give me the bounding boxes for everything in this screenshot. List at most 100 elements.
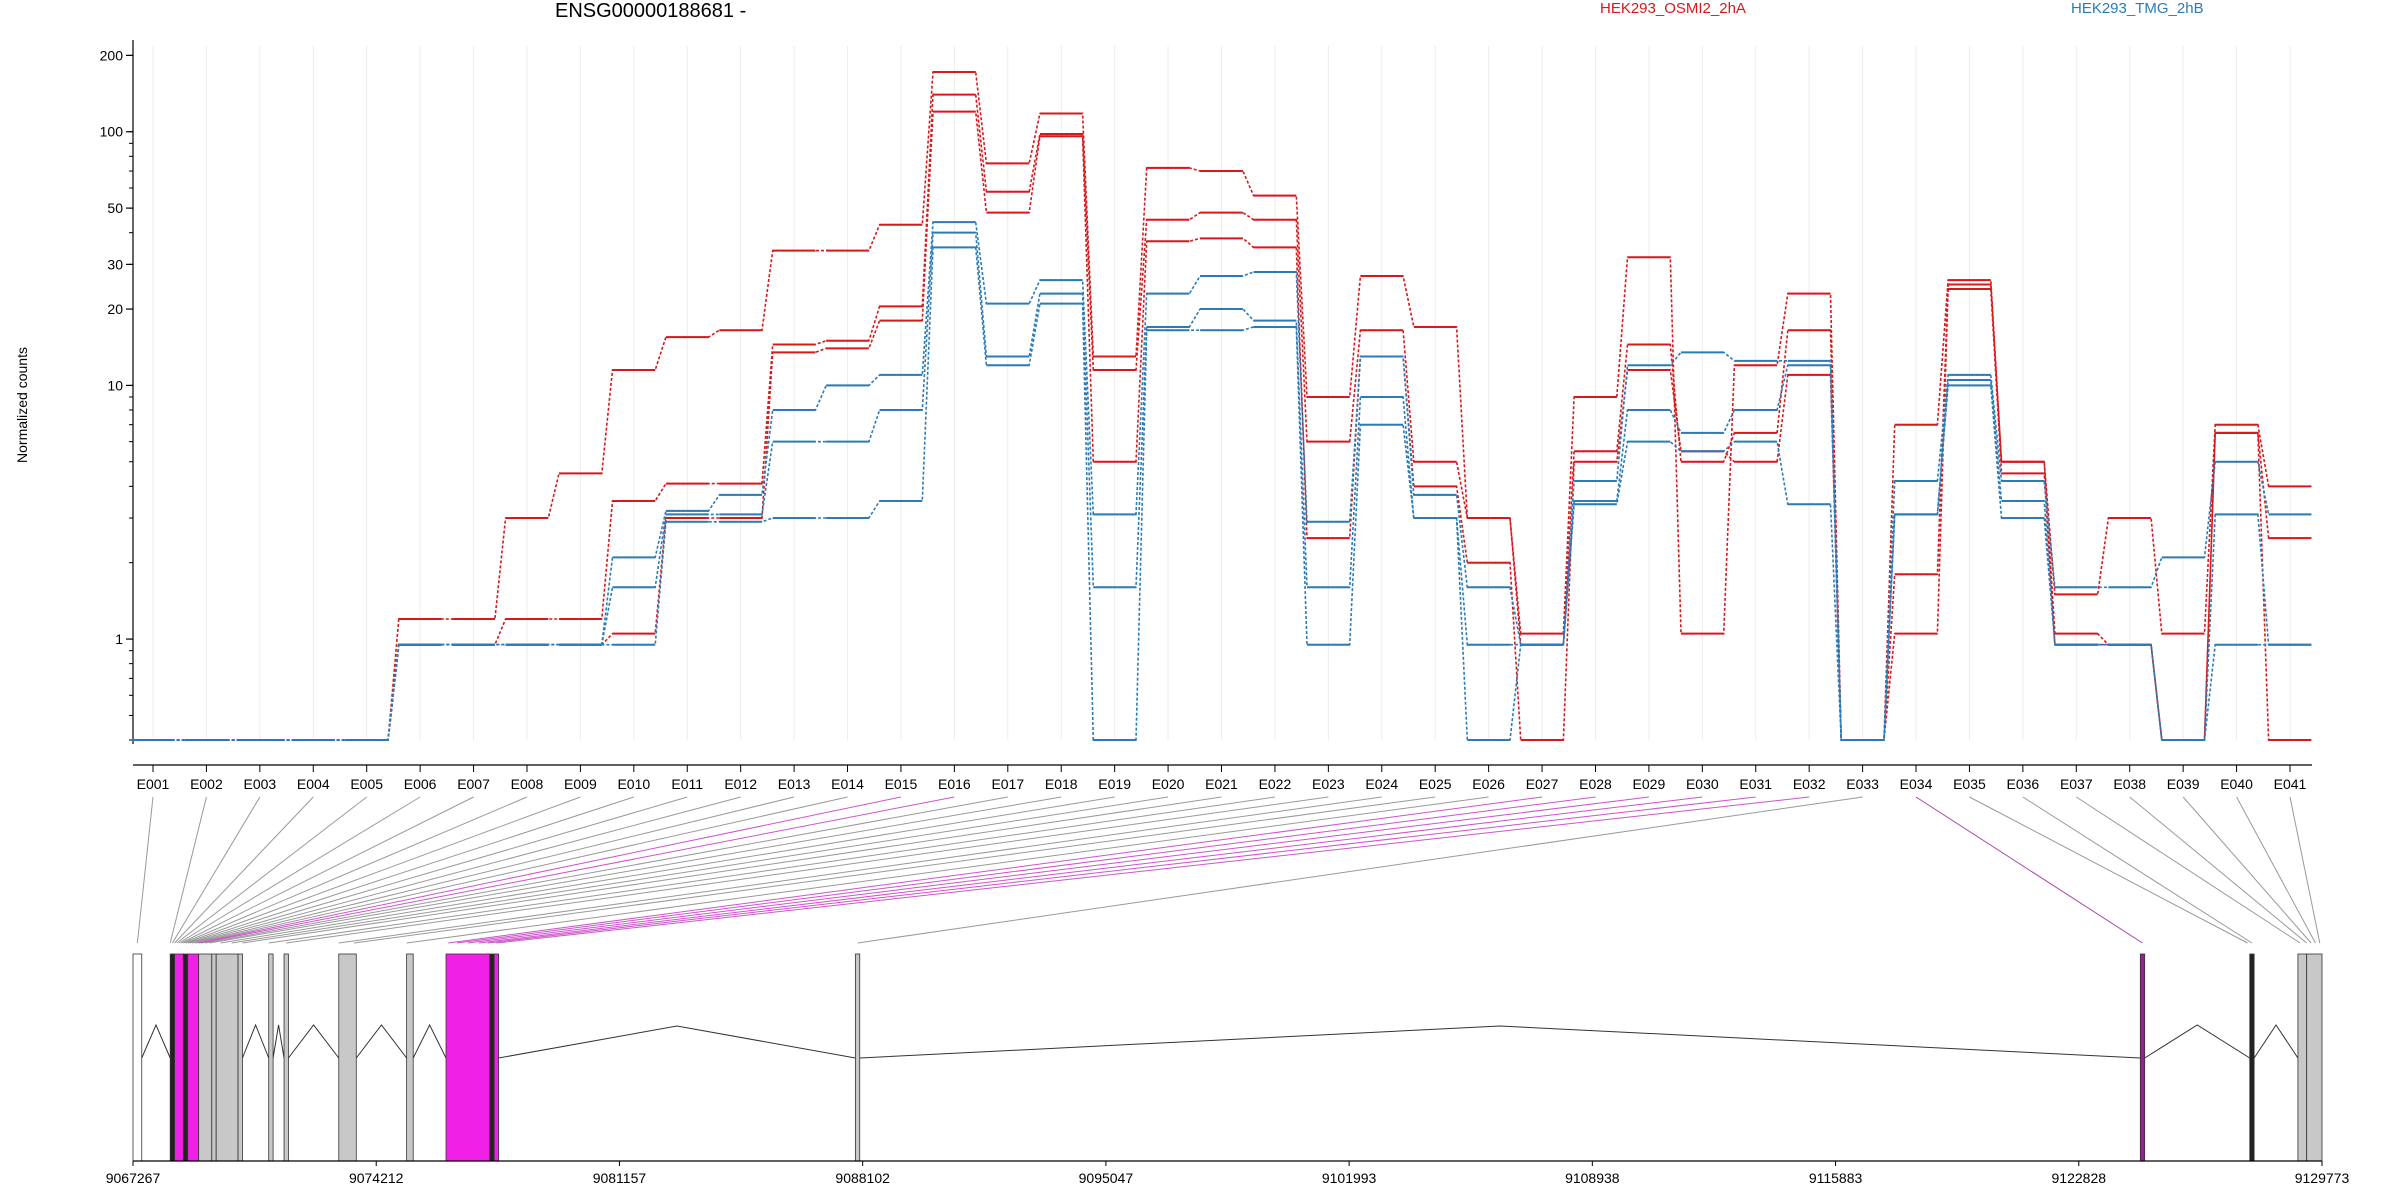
x-tick-label-e029: E029 [1633, 776, 1666, 792]
series-lines [131, 70, 2312, 741]
connector-e016 [200, 796, 955, 944]
x-tick-label-e004: E004 [297, 776, 330, 792]
coord-tick-label: 9129773 [2295, 1170, 2350, 1186]
connector-e041 [2289, 796, 2321, 944]
x-tick-label-e014: E014 [831, 776, 864, 792]
connector-e005 [176, 796, 368, 944]
x-tick-label-e013: E013 [778, 776, 811, 792]
exon-bin-e004 [182, 953, 189, 1162]
connector-e039 [2182, 796, 2312, 944]
x-tick-label-e006: E006 [404, 776, 437, 792]
connector-e008 [183, 796, 528, 944]
x-tick-label-e025: E025 [1419, 776, 1452, 792]
intron-line [412, 1023, 447, 1059]
exon-bin-e013 [406, 953, 414, 1162]
connector-e027 [448, 796, 1543, 944]
coord-tick-label: 9074212 [349, 1170, 404, 1186]
y-tick-label: 200 [100, 47, 124, 63]
connector-e033 [857, 796, 1863, 944]
x-tick-label-e003: E003 [243, 776, 276, 792]
connector-e029 [467, 796, 1649, 944]
x-tick-label-e015: E015 [885, 776, 918, 792]
connector-e026 [406, 796, 1489, 944]
x-tick-label-e028: E028 [1579, 776, 1612, 792]
connector-e036 [2022, 796, 2253, 944]
x-tick-label-e026: E026 [1472, 776, 1505, 792]
x-tick-label-e039: E039 [2167, 776, 2200, 792]
x-tick-label-e035: E035 [1953, 776, 1986, 792]
y-tick-label: 20 [107, 301, 123, 317]
connector-e009 [185, 796, 581, 944]
connector-e004 [174, 796, 314, 944]
connector-e035 [1969, 796, 2248, 944]
connector-e028 [456, 796, 1596, 944]
exon-bin-e016 [493, 953, 499, 1162]
exon-bin-e008 [215, 953, 239, 1162]
connector-e038 [2129, 796, 2307, 944]
connector-e003 [171, 796, 261, 944]
exon-bin-e018 [2139, 953, 2146, 1162]
connector-e011 [189, 796, 688, 944]
y-tick-label: 1 [115, 631, 123, 647]
connector-e020 [231, 796, 1169, 944]
genomic-coordinate-axis: 9067267 9074212 9081157 9088102 9095047 91019… [106, 1160, 2350, 1186]
x-tick-label-e027: E027 [1526, 776, 1559, 792]
exon-bin-e009 [237, 953, 243, 1162]
intron-line [288, 1024, 340, 1059]
connector-e019 [220, 796, 1115, 944]
exon-bin-e021 [2306, 953, 2323, 1162]
connector-e025 [354, 796, 1436, 944]
connector-e006 [178, 796, 421, 944]
x-tick-label-e032: E032 [1793, 776, 1826, 792]
x-tick-label-e016: E016 [938, 776, 971, 792]
connector-e010 [187, 796, 634, 944]
exon-bin-e010 [268, 953, 274, 1162]
x-tick-label-e018: E018 [1045, 776, 1078, 792]
x-tick-label-e017: E017 [991, 776, 1024, 792]
intron-line [241, 1023, 270, 1059]
connector-e014 [196, 796, 848, 944]
coord-tick-label: 9108938 [1565, 1170, 1620, 1186]
coord-tick-label: 9067267 [106, 1170, 161, 1186]
x-tick-label-e037: E037 [2060, 776, 2093, 792]
grid-lines [152, 46, 2291, 740]
connector-e007 [180, 796, 474, 944]
exon-bin-e003 [174, 953, 184, 1162]
coord-tick-label: 9095047 [1079, 1170, 1134, 1186]
coord-tick-label: 9115883 [1809, 1170, 1863, 1186]
connector-e012 [191, 796, 741, 944]
x-tick-label-e019: E019 [1098, 776, 1131, 792]
x-tick-label-e023: E023 [1312, 776, 1345, 792]
x-tick-label-e008: E008 [511, 776, 544, 792]
connector-e030 [478, 796, 1703, 944]
y-tick-label: 50 [107, 200, 123, 216]
x-tick-label-e005: E005 [350, 776, 383, 792]
exon-bin-e007 [211, 953, 217, 1162]
connector-e040 [2236, 796, 2316, 944]
coord-tick-label: 9101993 [1322, 1170, 1377, 1186]
legend-entry-tmg: HEK293_TMG_2hB [2071, 0, 2204, 17]
x-tick-label-e022: E022 [1259, 776, 1292, 792]
x-tick-label-e036: E036 [2007, 776, 2040, 792]
exon-bin-e005 [187, 953, 200, 1162]
intron-line [272, 1024, 285, 1059]
exon-bin-e001 [132, 953, 143, 1162]
exon-bin-e019 [2249, 953, 2255, 1162]
x-tick-labels: E001 E002 E003 E004 E005 E006 E007 E008 E009 E010… [137, 776, 2307, 792]
x-tick-label-e034: E034 [1900, 776, 1933, 792]
x-tick-label-e030: E030 [1686, 776, 1719, 792]
x-tick-label-e024: E024 [1365, 776, 1398, 792]
connector-e023 [286, 796, 1329, 944]
coord-tick-label: 9088102 [835, 1170, 890, 1186]
intron-line [355, 1024, 408, 1059]
connector-e013 [194, 796, 795, 944]
exon-bin-e011 [283, 953, 289, 1162]
intron-line [141, 1023, 171, 1059]
exon-connector-lines [136, 796, 2321, 944]
y-tick-label: 100 [100, 124, 124, 140]
x-tick-label-e010: E010 [617, 776, 650, 792]
x-tick-label-e011: E011 [671, 776, 703, 792]
connector-e024 [338, 796, 1382, 944]
